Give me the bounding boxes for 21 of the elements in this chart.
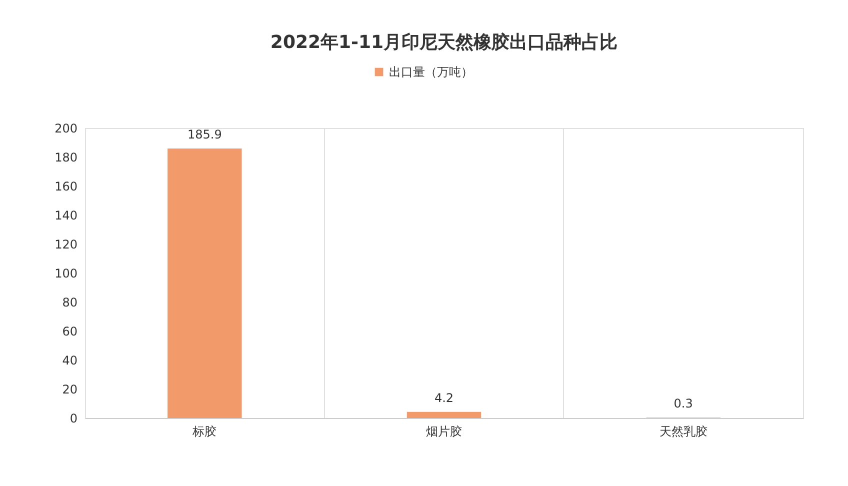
y-tick-label: 140: [54, 208, 78, 222]
y-tick-label: 200: [54, 122, 78, 136]
bar: [168, 148, 242, 418]
data-label: 4.2: [434, 390, 454, 405]
y-tick-label: 120: [54, 238, 78, 252]
y-tick-label: 80: [62, 296, 78, 310]
legend-label: 出口量（万吨）: [389, 65, 473, 79]
y-tick-label: 180: [54, 150, 78, 164]
y-tick-label: 60: [62, 324, 78, 338]
y-tick-label: 100: [54, 266, 78, 280]
data-label: 185.9: [187, 127, 222, 142]
y-tick-label: 40: [62, 354, 78, 368]
y-tick-label: 160: [54, 180, 78, 194]
x-tick-label: 天然乳胶: [659, 424, 708, 438]
y-tick-label: 20: [62, 382, 78, 396]
x-tick-label: 标胶: [192, 424, 217, 438]
bar: [406, 412, 482, 418]
y-tick-label: 0: [70, 412, 78, 426]
x-tick-label: 烟片胶: [426, 424, 462, 438]
data-label: 0.3: [674, 396, 693, 411]
chart-title: 2022年1-11月印尼天然橡胶出口品种占比: [270, 32, 618, 53]
